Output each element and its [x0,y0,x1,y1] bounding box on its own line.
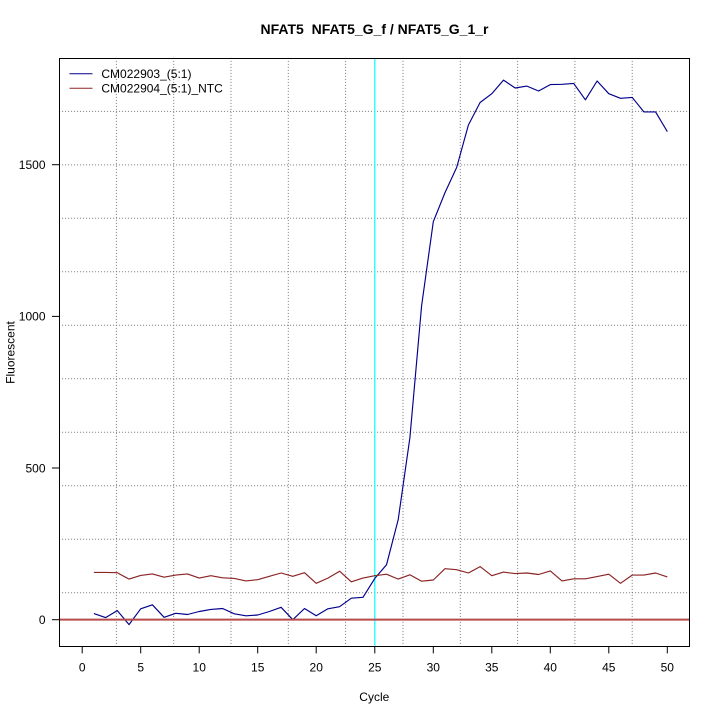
svg-text:45: 45 [602,660,616,674]
svg-text:20: 20 [310,660,324,674]
svg-text:CM022903_(5:1): CM022903_(5:1) [101,67,191,81]
svg-text:35: 35 [485,660,499,674]
svg-text:0: 0 [39,613,46,627]
svg-text:40: 40 [544,660,558,674]
svg-text:1500: 1500 [19,158,46,172]
svg-text:500: 500 [25,461,45,475]
svg-text:Cycle: Cycle [359,690,389,704]
svg-text:0: 0 [79,660,86,674]
svg-text:NFAT5 NFAT5_G_f / NFAT5_G_1_r: NFAT5 NFAT5_G_f / NFAT5_G_1_r [261,21,490,37]
svg-text:Fluorescent: Fluorescent [4,320,18,383]
svg-text:1000: 1000 [19,310,46,324]
svg-text:CM022904_(5:1)_NTC: CM022904_(5:1)_NTC [101,81,223,95]
svg-text:30: 30 [427,660,441,674]
svg-text:25: 25 [368,660,382,674]
svg-text:5: 5 [137,660,144,674]
svg-text:10: 10 [193,660,207,674]
svg-text:50: 50 [661,660,675,674]
svg-text:15: 15 [251,660,265,674]
